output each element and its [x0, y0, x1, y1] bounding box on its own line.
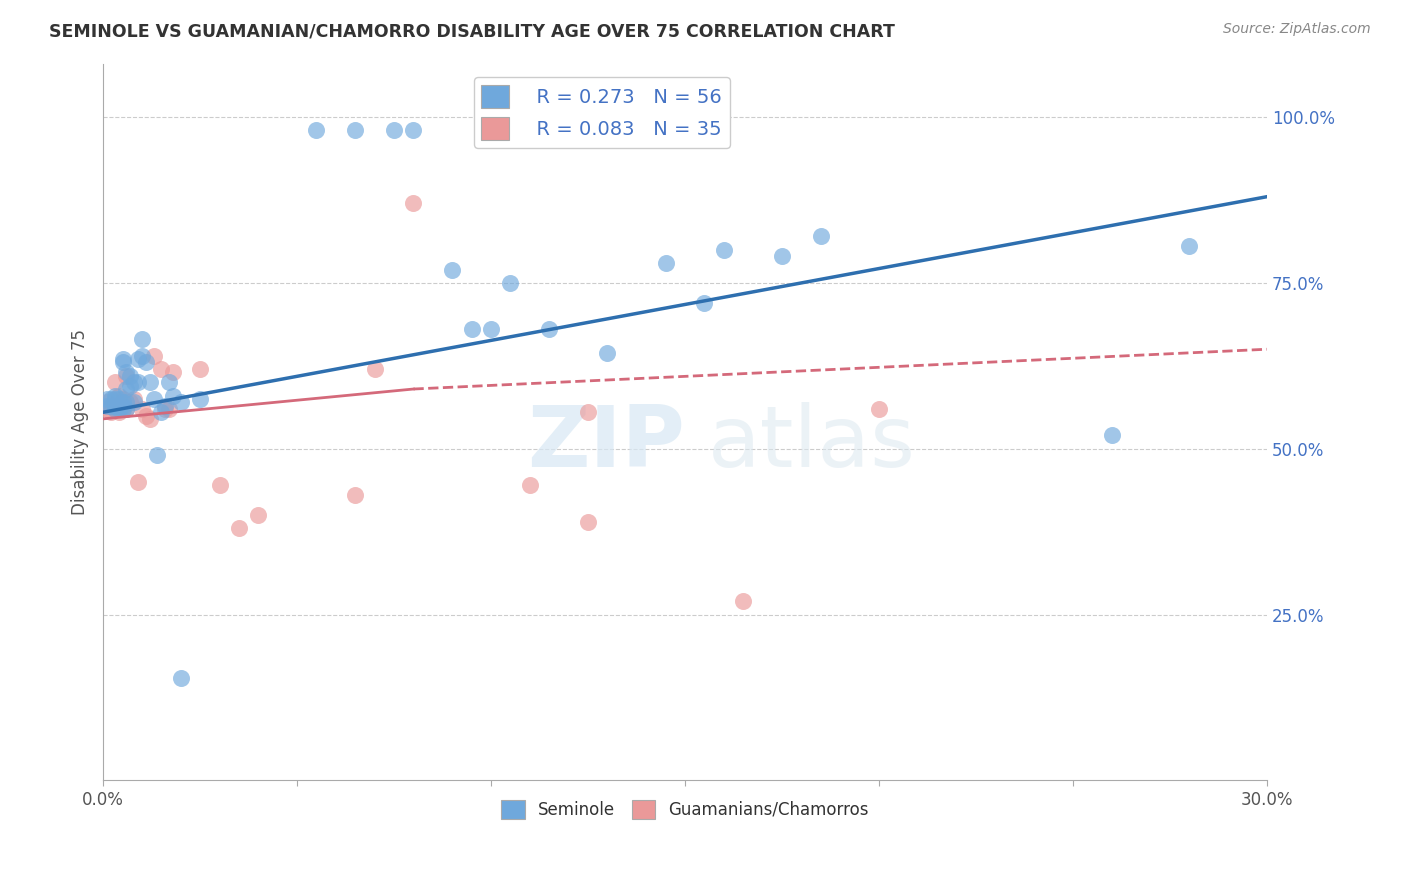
Point — [157, 376, 180, 390]
Point — [153, 401, 176, 416]
Point — [131, 332, 153, 346]
Point — [120, 368, 142, 383]
Point — [104, 376, 127, 390]
Text: ZIP: ZIP — [527, 402, 685, 485]
Point — [96, 401, 118, 416]
Point — [153, 399, 176, 413]
Point — [111, 392, 134, 406]
Point — [127, 352, 149, 367]
Point — [150, 362, 173, 376]
Point — [115, 401, 138, 416]
Point — [96, 399, 118, 413]
Point — [1178, 239, 1201, 253]
Point — [111, 399, 134, 413]
Text: Source: ZipAtlas.com: Source: ZipAtlas.com — [1223, 22, 1371, 37]
Y-axis label: Disability Age Over 75: Disability Age Over 75 — [72, 329, 89, 516]
Point — [100, 392, 122, 406]
Point — [733, 594, 755, 608]
Point — [228, 521, 250, 535]
Point — [115, 401, 138, 416]
Point — [111, 401, 134, 416]
Point — [157, 401, 180, 416]
Text: SEMINOLE VS GUAMANIAN/CHAMORRO DISABILITY AGE OVER 75 CORRELATION CHART: SEMINOLE VS GUAMANIAN/CHAMORRO DISABILIT… — [49, 22, 896, 40]
Point — [1101, 428, 1123, 442]
Point — [115, 366, 138, 380]
Point — [100, 399, 122, 413]
Point — [810, 229, 832, 244]
Point — [499, 276, 522, 290]
Point — [170, 671, 193, 685]
Point — [596, 345, 619, 359]
Point — [115, 382, 138, 396]
Point — [382, 123, 405, 137]
Point — [162, 389, 184, 403]
Point — [693, 295, 716, 310]
Point — [100, 399, 122, 413]
Point — [344, 123, 367, 137]
Point — [247, 508, 270, 522]
Point — [402, 196, 425, 211]
Point — [122, 376, 145, 390]
Point — [135, 409, 157, 423]
Point — [107, 399, 129, 413]
Point — [131, 349, 153, 363]
Point — [96, 395, 118, 409]
Point — [162, 366, 184, 380]
Point — [122, 392, 145, 406]
Point — [104, 399, 127, 413]
Point — [479, 322, 502, 336]
Point — [363, 362, 385, 376]
Point — [104, 389, 127, 403]
Point — [519, 478, 541, 492]
Point — [538, 322, 561, 336]
Point — [654, 256, 676, 270]
Point — [107, 392, 129, 406]
Point — [142, 349, 165, 363]
Point — [576, 515, 599, 529]
Point — [127, 475, 149, 489]
Point — [122, 395, 145, 409]
Point — [344, 488, 367, 502]
Point — [107, 401, 129, 416]
Point — [100, 405, 122, 419]
Point — [131, 401, 153, 416]
Point — [115, 395, 138, 409]
Point — [138, 376, 160, 390]
Point — [135, 355, 157, 369]
Point — [107, 389, 129, 403]
Point — [770, 249, 793, 263]
Point — [402, 123, 425, 137]
Point — [138, 412, 160, 426]
Point — [170, 395, 193, 409]
Point — [96, 392, 118, 406]
Text: atlas: atlas — [709, 402, 917, 485]
Point — [146, 448, 169, 462]
Point — [111, 395, 134, 409]
Point — [107, 405, 129, 419]
Point — [868, 401, 890, 416]
Point — [576, 405, 599, 419]
Legend: Seminole, Guamanians/Chamorros: Seminole, Guamanians/Chamorros — [495, 793, 876, 826]
Point — [188, 362, 211, 376]
Point — [104, 401, 127, 416]
Point — [111, 352, 134, 367]
Point — [460, 322, 482, 336]
Point — [142, 392, 165, 406]
Point — [120, 395, 142, 409]
Point — [441, 262, 464, 277]
Point — [120, 378, 142, 392]
Point — [111, 401, 134, 416]
Point — [713, 243, 735, 257]
Point — [111, 355, 134, 369]
Point — [115, 368, 138, 383]
Point — [104, 401, 127, 416]
Point — [188, 392, 211, 406]
Point — [127, 376, 149, 390]
Point — [104, 392, 127, 406]
Point — [208, 478, 231, 492]
Point — [150, 405, 173, 419]
Point — [305, 123, 328, 137]
